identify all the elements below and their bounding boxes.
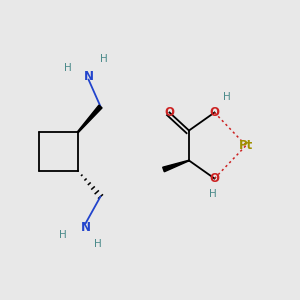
Text: H: H xyxy=(64,63,71,74)
Text: O: O xyxy=(209,106,220,119)
Text: H: H xyxy=(94,238,101,249)
Text: Pt: Pt xyxy=(239,139,253,152)
Text: N: N xyxy=(80,221,91,234)
Polygon shape xyxy=(163,160,189,172)
Text: H: H xyxy=(209,189,217,200)
Text: H: H xyxy=(100,53,107,64)
Text: H: H xyxy=(59,230,67,241)
Text: N: N xyxy=(83,70,94,83)
Text: O: O xyxy=(164,106,175,119)
Text: H: H xyxy=(223,92,230,103)
Polygon shape xyxy=(78,105,102,132)
Text: O: O xyxy=(209,172,220,185)
